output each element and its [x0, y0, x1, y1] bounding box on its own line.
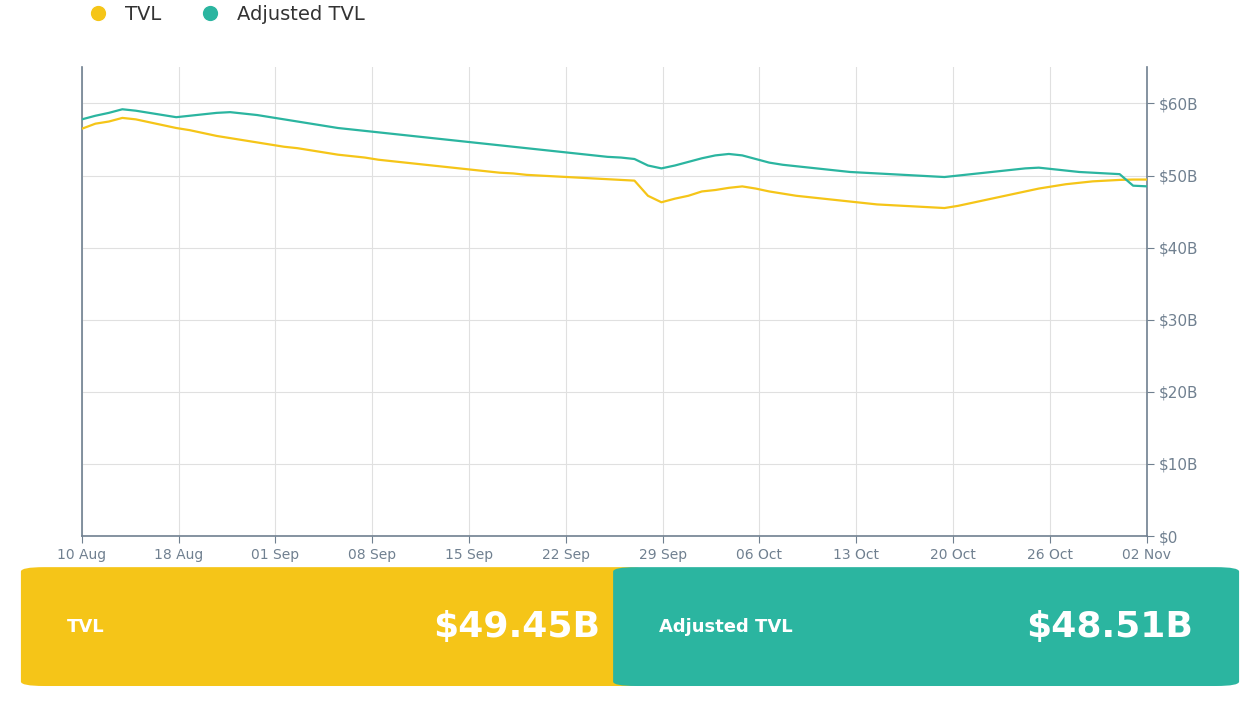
FancyBboxPatch shape [21, 567, 646, 686]
Legend: TVL, Adjusted TVL: TVL, Adjusted TVL [71, 0, 373, 32]
Text: $48.51B: $48.51B [1026, 610, 1193, 643]
Text: TVL: TVL [67, 618, 105, 635]
Text: $49.45B: $49.45B [433, 610, 601, 643]
Text: Adjusted TVL: Adjusted TVL [659, 618, 793, 635]
FancyBboxPatch shape [614, 567, 1239, 686]
